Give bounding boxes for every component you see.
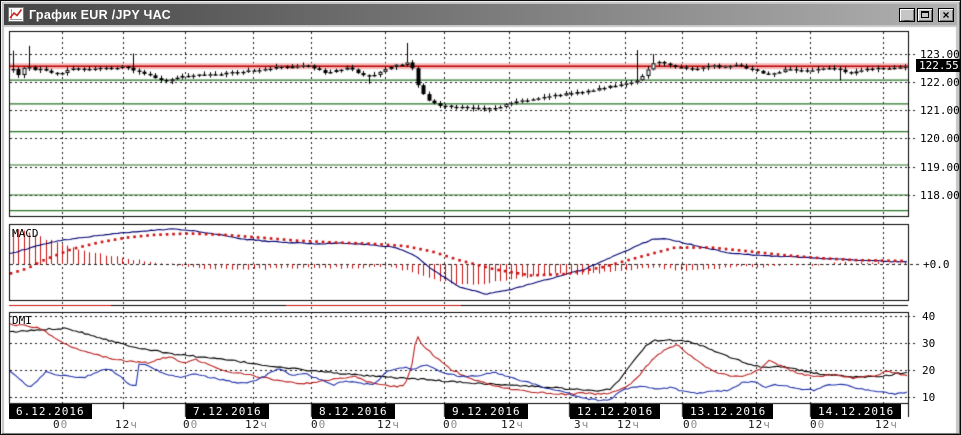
window-controls: _ × <box>899 7 955 22</box>
minimize-button[interactable]: _ <box>899 7 915 22</box>
maximize-icon <box>921 11 929 18</box>
line-chart-icon <box>8 7 24 22</box>
title-bar[interactable]: График EUR /JPY ЧАС _ × <box>4 4 957 25</box>
minimize-icon: _ <box>904 11 910 22</box>
maximize-button[interactable] <box>917 7 933 22</box>
close-icon: × <box>942 7 950 22</box>
window-title: График EUR /JPY ЧАС <box>29 7 171 22</box>
close-button[interactable]: × <box>938 7 954 22</box>
